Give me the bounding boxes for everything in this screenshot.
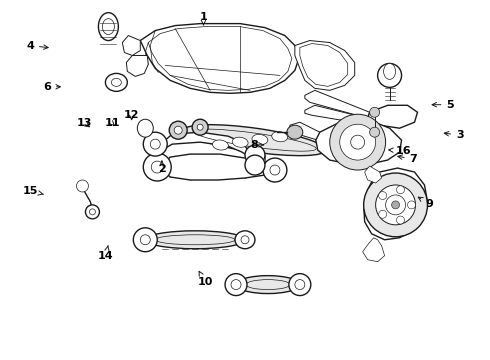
Ellipse shape	[386, 195, 406, 215]
Ellipse shape	[213, 140, 228, 150]
Ellipse shape	[236, 276, 300, 293]
Polygon shape	[126, 55, 148, 76]
Text: 13: 13	[77, 118, 93, 128]
Ellipse shape	[408, 201, 416, 209]
Text: 16: 16	[389, 145, 412, 156]
Ellipse shape	[272, 132, 288, 142]
Text: 14: 14	[98, 246, 114, 261]
Polygon shape	[295, 41, 355, 90]
Polygon shape	[290, 122, 320, 140]
Polygon shape	[368, 105, 417, 128]
Ellipse shape	[369, 127, 380, 137]
Text: 3: 3	[444, 130, 464, 140]
Text: 8: 8	[250, 140, 264, 150]
Ellipse shape	[396, 186, 404, 194]
Ellipse shape	[376, 185, 416, 225]
Ellipse shape	[90, 209, 96, 215]
Polygon shape	[305, 90, 369, 118]
Ellipse shape	[231, 280, 241, 289]
Ellipse shape	[143, 132, 167, 156]
Text: 2: 2	[158, 161, 166, 174]
Text: 9: 9	[418, 197, 434, 210]
Ellipse shape	[379, 192, 387, 199]
Text: 7: 7	[398, 154, 417, 164]
Ellipse shape	[364, 173, 427, 237]
Ellipse shape	[245, 155, 265, 175]
Ellipse shape	[232, 137, 248, 147]
Ellipse shape	[102, 19, 114, 35]
Ellipse shape	[137, 119, 153, 137]
Ellipse shape	[184, 125, 326, 156]
Ellipse shape	[330, 114, 386, 170]
Polygon shape	[162, 132, 248, 156]
Ellipse shape	[169, 121, 187, 139]
Ellipse shape	[392, 201, 399, 209]
Polygon shape	[163, 154, 270, 180]
Polygon shape	[316, 120, 401, 164]
Polygon shape	[365, 166, 382, 183]
Polygon shape	[363, 238, 385, 262]
Ellipse shape	[396, 216, 404, 224]
Polygon shape	[140, 24, 300, 93]
Text: 10: 10	[197, 271, 213, 287]
Ellipse shape	[150, 139, 160, 149]
Ellipse shape	[340, 124, 376, 160]
Polygon shape	[364, 168, 427, 240]
Ellipse shape	[174, 126, 182, 134]
Ellipse shape	[379, 210, 387, 218]
Ellipse shape	[295, 280, 305, 289]
Ellipse shape	[369, 107, 380, 117]
Ellipse shape	[192, 119, 208, 135]
Text: 5: 5	[432, 100, 454, 110]
Ellipse shape	[151, 161, 163, 173]
Text: 1: 1	[199, 12, 207, 25]
Polygon shape	[122, 36, 140, 55]
Ellipse shape	[111, 78, 122, 86]
Text: 6: 6	[43, 82, 60, 92]
Ellipse shape	[140, 235, 150, 245]
Ellipse shape	[384, 63, 395, 80]
Ellipse shape	[105, 73, 127, 91]
Text: 11: 11	[104, 118, 120, 128]
Ellipse shape	[287, 125, 303, 139]
Ellipse shape	[76, 180, 89, 192]
Ellipse shape	[225, 274, 247, 296]
Polygon shape	[305, 105, 368, 124]
Ellipse shape	[351, 135, 365, 149]
Text: 12: 12	[124, 111, 139, 121]
Ellipse shape	[133, 228, 157, 252]
Text: 4: 4	[26, 41, 48, 50]
Ellipse shape	[241, 236, 249, 244]
Ellipse shape	[143, 153, 171, 181]
Ellipse shape	[270, 165, 280, 175]
Ellipse shape	[289, 274, 311, 296]
Ellipse shape	[245, 145, 265, 165]
Ellipse shape	[252, 134, 268, 144]
Ellipse shape	[263, 158, 287, 182]
Ellipse shape	[98, 13, 119, 41]
Ellipse shape	[235, 231, 255, 249]
Ellipse shape	[378, 63, 401, 87]
Ellipse shape	[197, 124, 203, 130]
Ellipse shape	[85, 205, 99, 219]
Ellipse shape	[145, 231, 245, 249]
Text: 15: 15	[23, 186, 43, 196]
